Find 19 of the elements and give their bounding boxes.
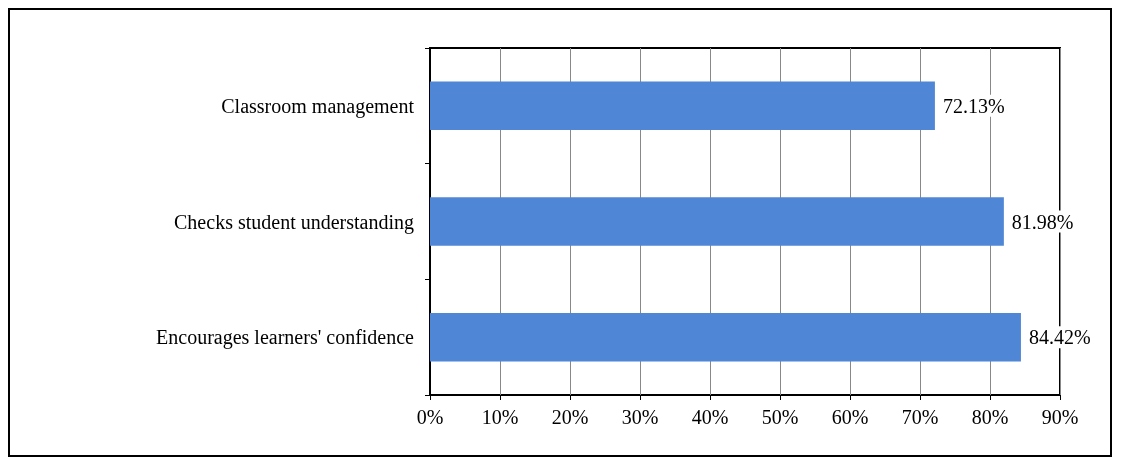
x-tick-label: 20% xyxy=(551,406,589,428)
x-tick-label: 80% xyxy=(971,406,1009,428)
data-label: 84.42% xyxy=(1028,326,1091,349)
bar xyxy=(430,197,1004,246)
x-tick-label: 50% xyxy=(761,406,799,428)
bar xyxy=(430,312,1021,362)
x-tick-label: 70% xyxy=(901,406,939,428)
data-label: 81.98% xyxy=(1011,210,1074,233)
y-tick-label: Classroom management xyxy=(221,94,415,118)
x-tick-label: 30% xyxy=(621,406,659,428)
y-tick-label: Checks student understanding xyxy=(174,210,414,234)
x-tick-label: 0% xyxy=(416,406,444,428)
x-tick-label: 40% xyxy=(691,406,729,428)
x-tick-label: 60% xyxy=(831,406,869,428)
bar xyxy=(430,81,935,131)
x-tick-label: 90% xyxy=(1041,406,1079,428)
x-tick-label: 10% xyxy=(481,406,519,428)
y-tick-label: Encourages learners' confidence xyxy=(156,326,415,350)
data-label: 72.13% xyxy=(942,94,1005,117)
